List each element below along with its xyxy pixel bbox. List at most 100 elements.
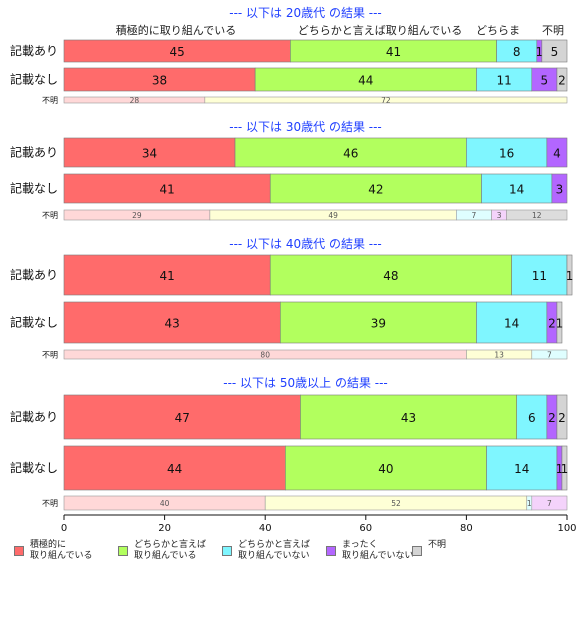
row-label: 記載なし (10, 315, 58, 330)
bar-value-label: 43 (401, 411, 416, 425)
bar-value-label: 2 (548, 317, 556, 331)
bar-value-label: 1 (556, 462, 564, 476)
row-label: 記載あり (10, 267, 58, 282)
legend-label-active: 積極的に 取り組んでいる (30, 540, 93, 561)
legend-label-somewhat-inactive: どちらかと言えば 取り組んでいない (238, 540, 311, 561)
x-tick-label: 40 (259, 523, 272, 534)
bar-value-label: 48 (383, 269, 398, 283)
bar-value-label: 29 (132, 211, 142, 220)
bar-value-label: 6 (528, 411, 536, 425)
bar-value-label: 40 (160, 499, 170, 508)
bar-value-label: 7 (547, 351, 552, 360)
bar-segment (551, 173, 568, 204)
bar-segment (204, 96, 568, 104)
bar-value-label: 11 (496, 74, 511, 88)
legend-label-somewhat-active: どちらかと言えば 取り組んでいる (134, 540, 207, 561)
bar-segment (285, 445, 487, 491)
x-tick-label: 0 (61, 523, 67, 534)
bar-value-label: 72 (381, 96, 391, 105)
bar-segment (63, 445, 286, 491)
bar-value-label: 12 (532, 211, 542, 220)
group-title: --- 以下は 20歳代 の結果 --- (229, 6, 382, 20)
bar-segment (63, 394, 301, 440)
bar-value-label: 46 (343, 147, 358, 161)
bar-segment (566, 254, 573, 296)
bar-segment (561, 445, 568, 491)
row-label: 記載あり (10, 43, 58, 58)
bar-value-label: 7 (472, 211, 477, 220)
bar-value-label: 13 (494, 351, 504, 360)
bar-segment (481, 173, 553, 204)
row-label: 記載あり (10, 145, 58, 160)
x-tick-label: 80 (460, 523, 473, 534)
bar-value-label: 3 (556, 183, 564, 197)
legend-swatch-somewhat-inactive (222, 546, 232, 556)
bar-value-label: 45 (170, 45, 185, 59)
bar-value-label: 14 (514, 462, 529, 476)
bar-segment (63, 254, 271, 296)
bar-value-label: 28 (130, 96, 140, 105)
bar-value-label: 2 (558, 411, 566, 425)
bar-segment (269, 173, 482, 204)
bar-value-label: 1 (556, 317, 564, 331)
bar-value-label: 39 (371, 317, 386, 331)
bar-segment (269, 254, 512, 296)
legend-swatch-somewhat-active (118, 546, 128, 556)
row-label: 不明 (42, 499, 58, 508)
bar-value-label: 5 (551, 45, 559, 59)
bar-value-label: 80 (260, 351, 270, 360)
top-header-label: 積極的に取り組んでいる (116, 23, 236, 37)
bar-value-label: 52 (391, 499, 401, 508)
legend-label-unknown: 不明 (428, 540, 447, 550)
bar-segment (63, 173, 271, 204)
bar-value-label: 2 (558, 74, 566, 88)
bar-value-label: 42 (368, 183, 383, 197)
row-label: 記載なし (10, 72, 58, 87)
row-label: 記載あり (10, 409, 58, 424)
group-title: --- 以下は 40歳代 の結果 --- (229, 237, 382, 251)
row-label: 不明 (42, 96, 58, 105)
bar-value-label: 47 (175, 411, 190, 425)
bar-segment (476, 301, 548, 344)
bar-value-label: 44 (358, 74, 373, 88)
bar-segment (556, 394, 568, 440)
bar-segment (556, 301, 563, 344)
bar-segment (546, 137, 568, 168)
legend-swatch-active (14, 546, 24, 556)
bar-segment (531, 495, 568, 511)
bar-segment (541, 39, 568, 63)
row-label: 不明 (42, 211, 58, 220)
bar-value-label: 38 (152, 74, 167, 88)
bar-value-label: 41 (159, 269, 174, 283)
bar-value-label: 2 (548, 411, 556, 425)
bar-value-label: 8 (513, 45, 521, 59)
bar-value-label: 11 (532, 269, 547, 283)
x-tick-label: 20 (158, 523, 171, 534)
row-label: 不明 (42, 351, 58, 360)
bar-value-label: 43 (165, 317, 180, 331)
top-header-label: どちらかと言えば取り組んでいる (298, 24, 462, 37)
top-header-label: どちらま (476, 24, 520, 37)
bar-segment (279, 301, 477, 344)
x-tick-label: 100 (557, 523, 576, 534)
bar-value-label: 4 (553, 147, 561, 161)
bar-value-label: 14 (509, 183, 524, 197)
bar-value-label: 16 (499, 147, 514, 161)
chart-legend: 積極的に 取り組んでいる どちらかと言えば 取り組んでいる どちらかと言えば 取り組ん… (14, 540, 574, 570)
bar-segment (486, 445, 558, 491)
bar-value-label: 1 (561, 462, 569, 476)
bar-value-label: 1 (536, 45, 544, 59)
bar-segment (466, 137, 548, 168)
bar-value-label: 41 (159, 183, 174, 197)
bar-value-label: 34 (142, 147, 157, 161)
bar-segment (234, 137, 467, 168)
bar-value-label: 3 (497, 211, 502, 220)
legend-swatch-inactive (326, 546, 336, 556)
bar-segment (63, 301, 281, 344)
legend-label-inactive: まったく 取り組んでいない (342, 540, 414, 561)
top-header-label: 不明 (542, 24, 564, 37)
row-label: 記載なし (10, 460, 58, 475)
bar-value-label: 1 (566, 269, 574, 283)
bar-value-label: 5 (541, 74, 549, 88)
bar-value-label: 44 (167, 462, 182, 476)
